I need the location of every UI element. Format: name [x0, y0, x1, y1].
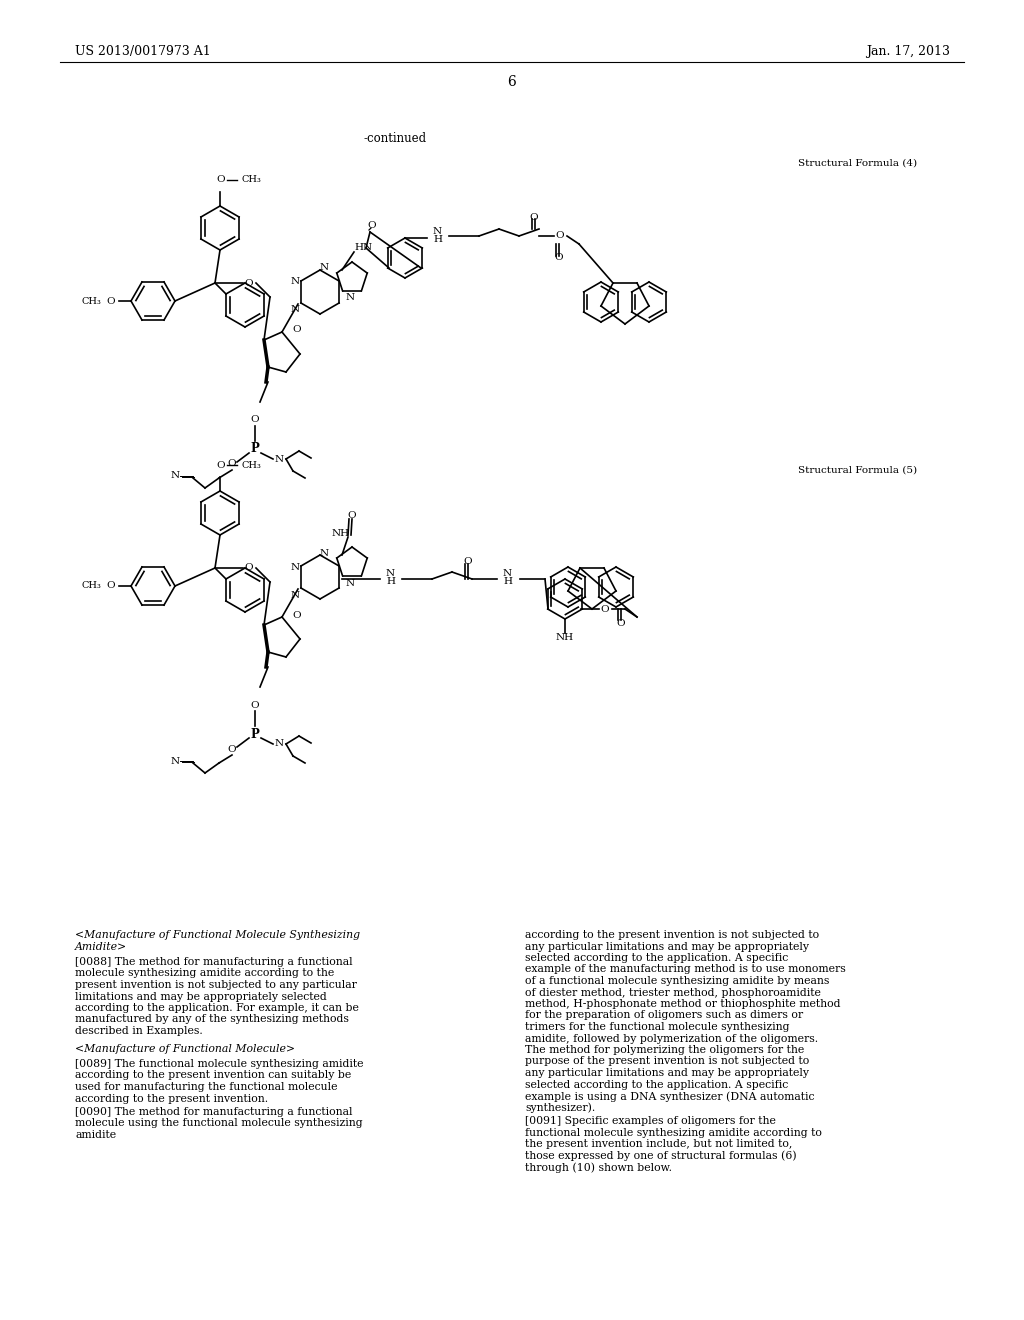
Text: used for manufacturing the functional molecule: used for manufacturing the functional mo…	[75, 1082, 338, 1092]
Text: O: O	[368, 222, 376, 231]
Text: CH₃: CH₃	[241, 461, 261, 470]
Text: NH: NH	[556, 632, 574, 642]
Text: manufactured by any of the synthesizing methods: manufactured by any of the synthesizing …	[75, 1015, 349, 1024]
Text: N: N	[291, 305, 300, 314]
Text: N: N	[346, 578, 355, 587]
Text: limitations and may be appropriately selected: limitations and may be appropriately sel…	[75, 991, 327, 1002]
Text: according to the application. For example, it can be: according to the application. For exampl…	[75, 1003, 358, 1012]
Text: those expressed by one of structural formulas (6): those expressed by one of structural for…	[525, 1151, 797, 1162]
Text: N: N	[274, 739, 284, 748]
Text: O: O	[616, 619, 626, 627]
Text: [0088] The method for manufacturing a functional: [0088] The method for manufacturing a fu…	[75, 957, 352, 968]
Text: HN: HN	[354, 243, 372, 252]
Text: O: O	[245, 564, 253, 573]
Text: 6: 6	[508, 75, 516, 88]
Text: P: P	[251, 727, 259, 741]
Text: functional molecule synthesizing amidite according to: functional molecule synthesizing amidite…	[525, 1127, 822, 1138]
Text: O: O	[555, 253, 563, 263]
Text: synthesizer).: synthesizer).	[525, 1102, 595, 1113]
Text: O: O	[293, 610, 301, 619]
Text: N: N	[291, 277, 300, 286]
Text: H: H	[433, 235, 442, 244]
Text: N: N	[319, 549, 329, 557]
Text: O: O	[348, 511, 356, 520]
Text: Jan. 17, 2013: Jan. 17, 2013	[866, 45, 950, 58]
Text: amidite, followed by polymerization of the oligomers.: amidite, followed by polymerization of t…	[525, 1034, 818, 1044]
Text: O: O	[251, 416, 259, 425]
Text: O: O	[529, 213, 539, 222]
Text: described in Examples.: described in Examples.	[75, 1026, 203, 1036]
Text: selected according to the application. A specific: selected according to the application. A…	[525, 953, 788, 964]
Text: <Manufacture of Functional Molecule Synthesizing: <Manufacture of Functional Molecule Synt…	[75, 931, 360, 940]
Text: US 2013/0017973 A1: US 2013/0017973 A1	[75, 45, 211, 58]
Text: N: N	[319, 264, 329, 272]
Text: through (10) shown below.: through (10) shown below.	[525, 1162, 672, 1172]
Text: O: O	[106, 582, 115, 590]
Text: O: O	[106, 297, 115, 305]
Text: purpose of the present invention is not subjected to: purpose of the present invention is not …	[525, 1056, 809, 1067]
Text: O: O	[245, 279, 253, 288]
Text: selected according to the application. A specific: selected according to the application. A…	[525, 1080, 788, 1089]
Text: [0091] Specific examples of oligomers for the: [0091] Specific examples of oligomers fo…	[525, 1115, 776, 1126]
Text: [0090] The method for manufacturing a functional: [0090] The method for manufacturing a fu…	[75, 1107, 352, 1117]
Text: O: O	[251, 701, 259, 710]
Text: Structural Formula (5): Structural Formula (5)	[799, 466, 918, 474]
Text: example is using a DNA synthesizer (DNA automatic: example is using a DNA synthesizer (DNA …	[525, 1092, 814, 1102]
Text: present invention is not subjected to any particular: present invention is not subjected to an…	[75, 979, 357, 990]
Text: N: N	[291, 590, 300, 599]
Text: any particular limitations and may be appropriately: any particular limitations and may be ap…	[525, 941, 809, 952]
Text: O: O	[217, 176, 225, 185]
Text: molecule synthesizing amidite according to the: molecule synthesizing amidite according …	[75, 969, 334, 978]
Text: N: N	[170, 471, 179, 480]
Text: N: N	[346, 293, 355, 302]
Text: CH₃: CH₃	[81, 582, 101, 590]
Text: <Manufacture of Functional Molecule>: <Manufacture of Functional Molecule>	[75, 1044, 295, 1053]
Text: The method for polymerizing the oligomers for the: The method for polymerizing the oligomer…	[525, 1045, 804, 1055]
Text: O: O	[227, 744, 237, 754]
Text: O: O	[556, 231, 564, 240]
Text: of diester method, triester method, phosphoroamidite: of diester method, triester method, phos…	[525, 987, 821, 998]
Text: of a functional molecule synthesizing amidite by means: of a functional molecule synthesizing am…	[525, 975, 829, 986]
Text: according to the present invention can suitably be: according to the present invention can s…	[75, 1071, 351, 1081]
Text: O: O	[464, 557, 472, 565]
Text: O: O	[227, 459, 237, 469]
Text: O: O	[601, 605, 609, 614]
Text: [0089] The functional molecule synthesizing amidite: [0089] The functional molecule synthesiz…	[75, 1059, 364, 1069]
Text: method, H-phosphonate method or thiophosphite method: method, H-phosphonate method or thiophos…	[525, 999, 841, 1008]
Text: H: H	[386, 577, 395, 586]
Text: P: P	[251, 442, 259, 455]
Text: for the preparation of oligomers such as dimers or: for the preparation of oligomers such as…	[525, 1011, 803, 1020]
Text: N: N	[170, 756, 179, 766]
Text: -continued: -continued	[364, 132, 427, 144]
Text: amidite: amidite	[75, 1130, 116, 1140]
Text: O: O	[217, 461, 225, 470]
Text: the present invention include, but not limited to,: the present invention include, but not l…	[525, 1139, 793, 1148]
Text: any particular limitations and may be appropriately: any particular limitations and may be ap…	[525, 1068, 809, 1078]
Text: NH: NH	[332, 528, 350, 537]
Text: N: N	[291, 562, 300, 572]
Text: N: N	[433, 227, 442, 236]
Text: N: N	[274, 454, 284, 463]
Text: CH₃: CH₃	[241, 176, 261, 185]
Text: N: N	[503, 569, 512, 578]
Text: CH₃: CH₃	[81, 297, 101, 305]
Text: Amidite>: Amidite>	[75, 941, 127, 952]
Text: example of the manufacturing method is to use monomers: example of the manufacturing method is t…	[525, 965, 846, 974]
Text: molecule using the functional molecule synthesizing: molecule using the functional molecule s…	[75, 1118, 362, 1129]
Text: according to the present invention.: according to the present invention.	[75, 1093, 268, 1104]
Text: according to the present invention is not subjected to: according to the present invention is no…	[525, 931, 819, 940]
Text: Structural Formula (4): Structural Formula (4)	[799, 158, 918, 168]
Text: O: O	[293, 326, 301, 334]
Text: N: N	[386, 569, 395, 578]
Text: trimers for the functional molecule synthesizing: trimers for the functional molecule synt…	[525, 1022, 790, 1032]
Text: H: H	[503, 577, 512, 586]
